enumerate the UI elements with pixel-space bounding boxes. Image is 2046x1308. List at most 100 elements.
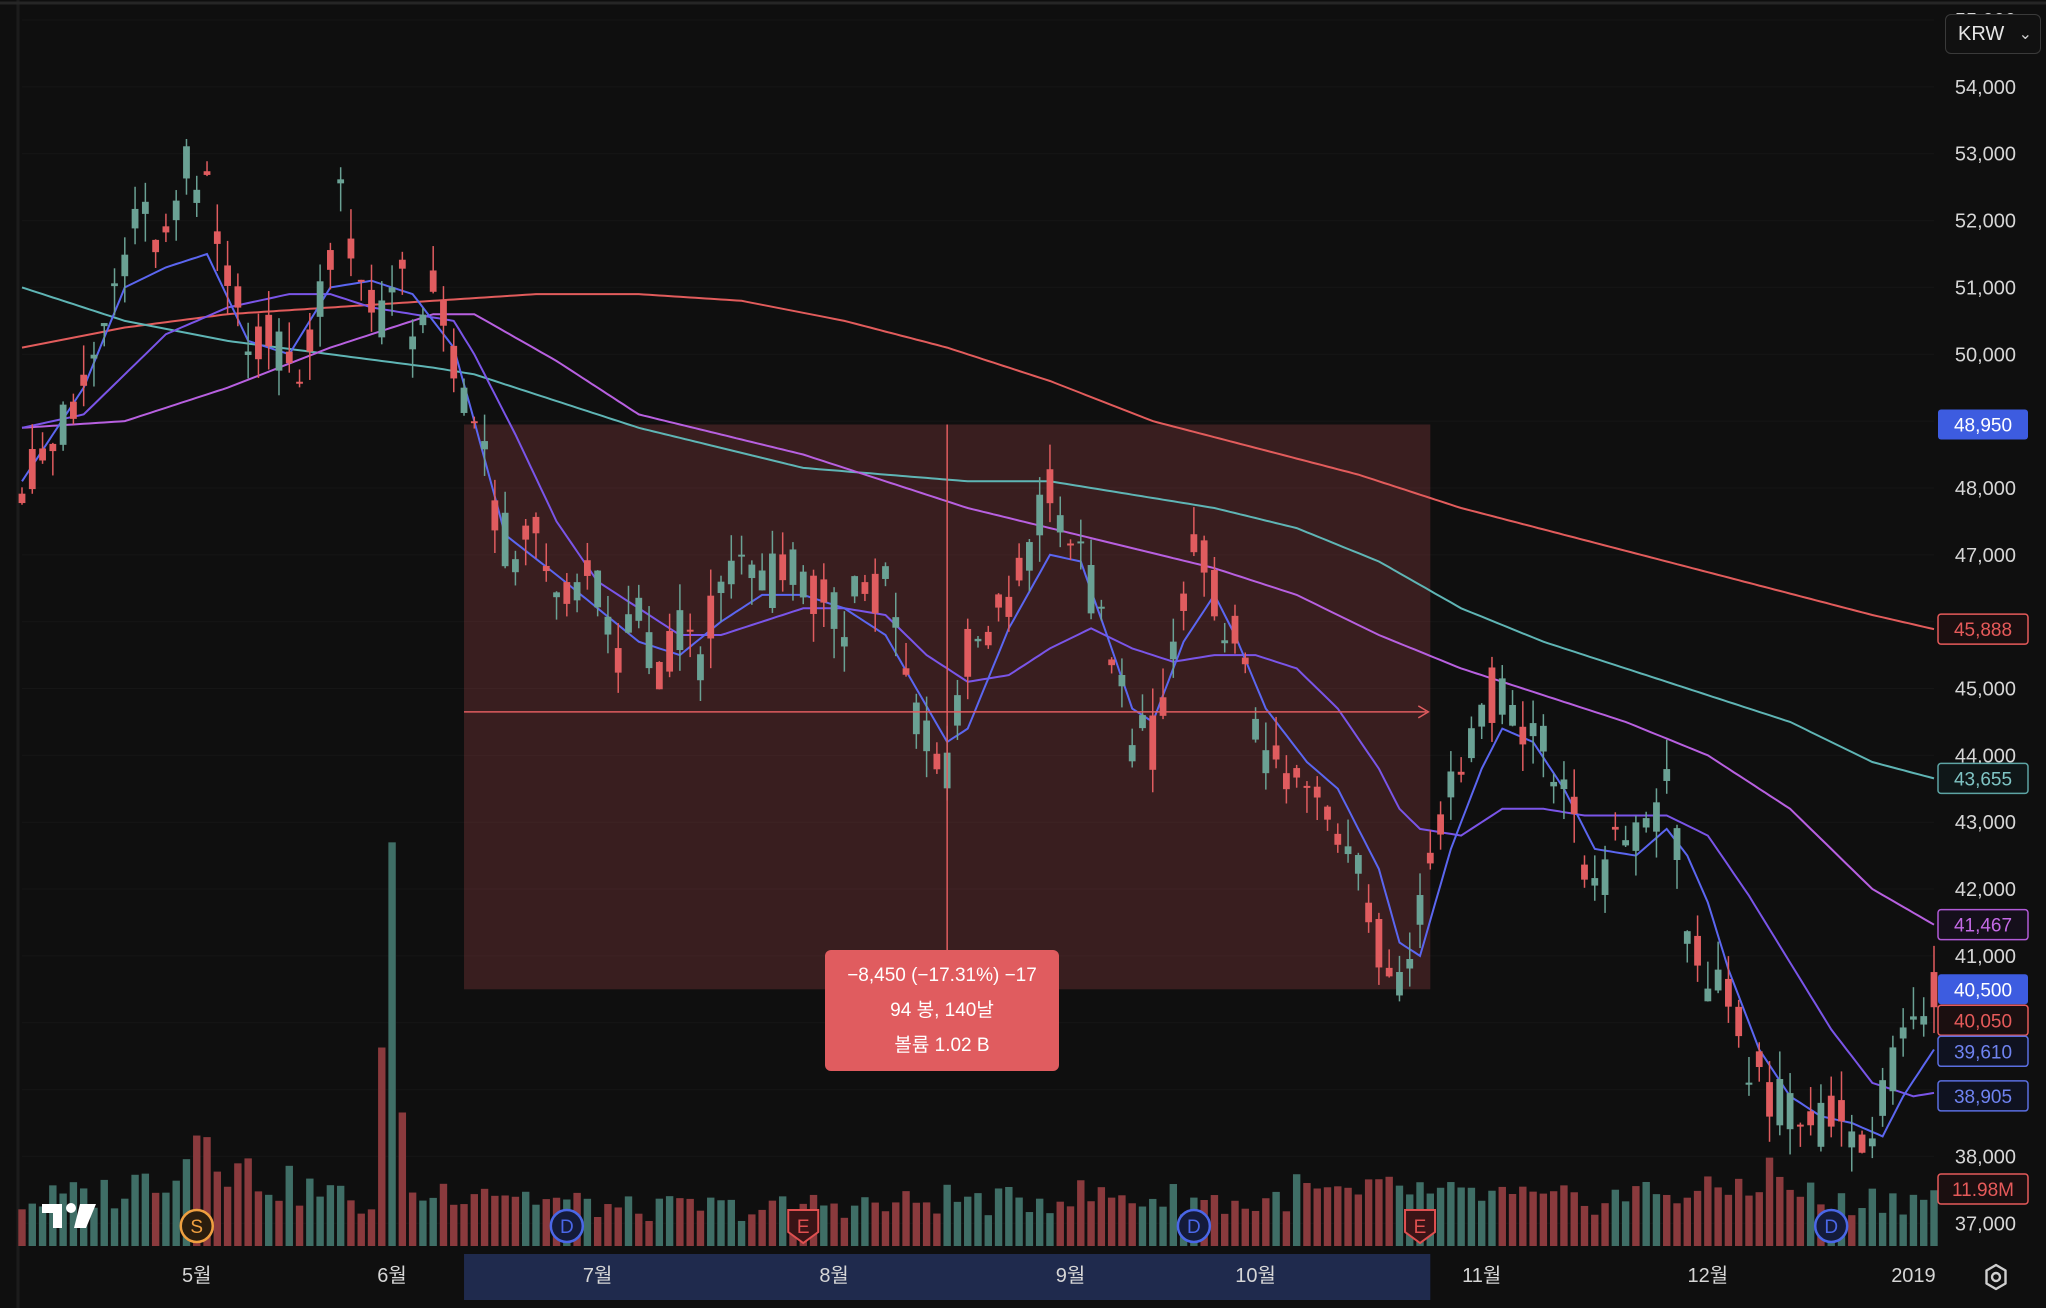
volume-bar bbox=[1683, 1197, 1691, 1246]
candle-body bbox=[1714, 969, 1722, 991]
volume-bar bbox=[1621, 1201, 1630, 1246]
volume-bar bbox=[1848, 1215, 1856, 1246]
candle-body bbox=[460, 387, 468, 413]
volume-bar bbox=[326, 1185, 335, 1246]
volume-bar bbox=[707, 1197, 715, 1246]
time-tick-label: 9월 bbox=[1056, 1264, 1086, 1287]
time-tick-label: 5월 bbox=[182, 1264, 212, 1287]
price-badge-text: 38,905 bbox=[1954, 1087, 2012, 1108]
tradingview-logo[interactable] bbox=[40, 1198, 98, 1234]
candle-body bbox=[532, 516, 540, 534]
volume-bar bbox=[141, 1173, 150, 1246]
candle-body bbox=[1365, 902, 1373, 923]
candle-body bbox=[59, 404, 67, 445]
volume-bar bbox=[1375, 1179, 1383, 1246]
candle-body bbox=[1324, 806, 1331, 820]
candle-body bbox=[1180, 593, 1187, 611]
candle-body bbox=[984, 631, 992, 646]
volume-bar bbox=[1323, 1187, 1332, 1246]
volume-bar bbox=[964, 1196, 972, 1246]
volume-bar bbox=[840, 1217, 849, 1246]
ma-red-line bbox=[21, 293, 1935, 631]
dividend-marker[interactable] bbox=[549, 1208, 585, 1244]
candle-body bbox=[923, 720, 930, 752]
volume-bar bbox=[1560, 1185, 1568, 1246]
candle-body bbox=[1426, 852, 1434, 864]
candle-body bbox=[645, 632, 653, 669]
volume-bar bbox=[861, 1197, 869, 1246]
volume-bar bbox=[367, 1209, 376, 1246]
candle-body bbox=[512, 559, 519, 573]
candle-body bbox=[1437, 814, 1444, 835]
candle-body bbox=[655, 662, 663, 690]
volume-bar bbox=[357, 1213, 365, 1246]
candle-body bbox=[1920, 1016, 1928, 1025]
candle-body bbox=[501, 512, 509, 567]
candle-body bbox=[193, 189, 201, 203]
dividend-marker[interactable] bbox=[1813, 1208, 1849, 1244]
volume-bar bbox=[203, 1137, 211, 1246]
volume-bar bbox=[1056, 1201, 1064, 1246]
candle-body bbox=[1899, 1027, 1907, 1039]
volume-bar bbox=[470, 1194, 479, 1246]
candle-body bbox=[49, 443, 57, 452]
candle-body bbox=[583, 560, 591, 576]
dividend-marker[interactable] bbox=[1176, 1208, 1212, 1244]
volume-bar bbox=[419, 1200, 427, 1246]
volume-bar bbox=[953, 1201, 962, 1246]
time-tick-label: 7월 bbox=[583, 1264, 613, 1287]
volume-bar bbox=[316, 1196, 324, 1246]
candle-body bbox=[1653, 802, 1660, 832]
candle-body bbox=[1334, 833, 1342, 845]
currency-select[interactable]: KRW ⌄ bbox=[1945, 14, 2041, 54]
candle-body bbox=[553, 592, 560, 598]
candle-body bbox=[1015, 557, 1023, 581]
candle-body bbox=[1108, 659, 1116, 666]
candle-body bbox=[1077, 541, 1085, 544]
candle-body bbox=[522, 525, 530, 540]
candle-body bbox=[851, 576, 859, 597]
earnings-marker[interactable] bbox=[1404, 1209, 1437, 1245]
volume-bar bbox=[521, 1191, 530, 1246]
time-tick-label: 2019 bbox=[1891, 1265, 1936, 1287]
candle-body bbox=[1776, 1079, 1784, 1126]
time-axis[interactable]: 5월 6월 7월 8월 9월 10월 11월 12월 2019 bbox=[182, 1264, 1936, 1287]
candle-body bbox=[347, 238, 355, 259]
candle-body bbox=[697, 654, 704, 681]
candle-body bbox=[563, 582, 571, 604]
volume-bar bbox=[295, 1205, 304, 1246]
candle-body bbox=[573, 582, 581, 601]
candle-body bbox=[635, 597, 643, 621]
time-tick-label: 6월 bbox=[377, 1264, 407, 1287]
volume-bar bbox=[1292, 1174, 1301, 1246]
candle-body bbox=[789, 549, 797, 585]
earnings-marker[interactable] bbox=[787, 1209, 820, 1245]
volume-bar bbox=[1570, 1192, 1578, 1246]
volume-bar bbox=[1724, 1194, 1733, 1246]
volume-bar bbox=[686, 1198, 694, 1246]
volume-bar bbox=[1858, 1208, 1866, 1246]
volume-bar bbox=[1786, 1189, 1794, 1246]
split-marker[interactable] bbox=[179, 1208, 215, 1244]
candle-body bbox=[954, 695, 961, 726]
candle-body bbox=[316, 281, 324, 317]
candle-body bbox=[871, 573, 879, 614]
candle-body bbox=[1694, 935, 1701, 966]
candle-body bbox=[1169, 641, 1177, 660]
time-tick-label: 8월 bbox=[819, 1264, 849, 1287]
settings-gear-icon[interactable] bbox=[1981, 1262, 2011, 1292]
chevron-down-icon: ⌄ bbox=[2018, 26, 2032, 43]
candle-body bbox=[769, 553, 776, 609]
candle-body bbox=[1067, 543, 1074, 546]
volume-bar bbox=[121, 1198, 129, 1246]
candle-body bbox=[1529, 723, 1537, 737]
candle-body bbox=[337, 179, 345, 184]
volume-bar bbox=[850, 1205, 859, 1246]
candle-body bbox=[1673, 828, 1681, 861]
volume-bar bbox=[398, 1112, 407, 1246]
volume-bar bbox=[624, 1196, 633, 1246]
volume-bar bbox=[49, 1185, 57, 1246]
price-tick-label: 42,000 bbox=[1955, 879, 2016, 901]
candle-body bbox=[1560, 779, 1568, 790]
